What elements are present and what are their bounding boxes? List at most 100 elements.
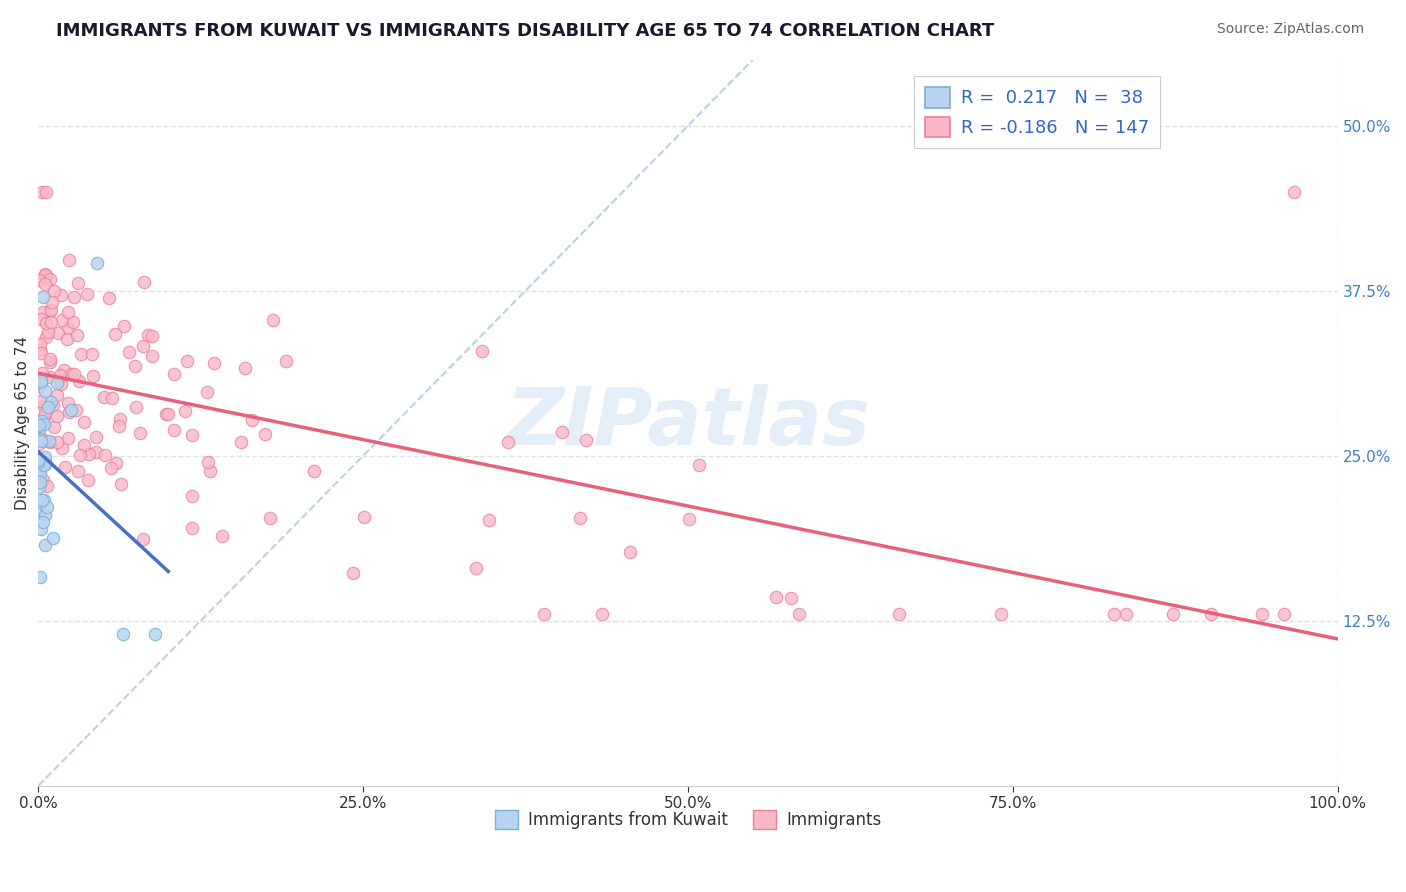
Point	[108, 418, 131, 433]
Point	[34, 406, 56, 420]
Point	[254, 427, 277, 442]
Point	[32, 515, 55, 529]
Point	[86, 256, 108, 270]
Point	[60, 368, 83, 382]
Point	[31, 185, 53, 199]
Point	[173, 404, 195, 418]
Point	[181, 521, 204, 535]
Point	[131, 533, 153, 547]
Point	[35, 185, 58, 199]
Point	[28, 417, 51, 432]
Point	[132, 275, 155, 289]
Point	[65, 403, 87, 417]
Point	[35, 316, 58, 330]
Point	[51, 377, 73, 392]
Point	[464, 561, 486, 575]
Point	[34, 384, 56, 398]
Point	[30, 495, 52, 509]
Point	[30, 467, 52, 481]
Point	[30, 343, 52, 357]
Point	[197, 454, 219, 468]
Point	[39, 354, 62, 368]
Point	[45, 435, 67, 450]
Point	[28, 437, 51, 451]
Point	[51, 369, 73, 384]
Point	[37, 400, 59, 414]
Point	[118, 344, 141, 359]
Point	[1161, 607, 1184, 622]
Point	[39, 352, 62, 367]
Point	[67, 374, 90, 388]
Point	[28, 423, 51, 437]
Point	[51, 442, 73, 456]
Point	[478, 513, 501, 527]
Point	[32, 410, 55, 425]
Point	[27, 452, 49, 467]
Point	[163, 423, 186, 437]
Point	[125, 400, 148, 414]
Point	[66, 276, 89, 290]
Point	[34, 508, 56, 522]
Point	[27, 453, 49, 467]
Point	[259, 510, 281, 524]
Point	[34, 330, 56, 344]
Point	[30, 376, 52, 390]
Point	[198, 464, 221, 478]
Point	[533, 607, 555, 622]
Point	[39, 434, 62, 449]
Text: ZIPatlas: ZIPatlas	[506, 384, 870, 462]
Point	[274, 354, 297, 368]
Point	[789, 607, 811, 622]
Point	[619, 545, 641, 559]
Point	[765, 591, 787, 605]
Point	[51, 313, 73, 327]
Point	[591, 607, 613, 622]
Point	[41, 395, 63, 409]
Point	[77, 473, 100, 487]
Point	[1199, 607, 1222, 622]
Point	[39, 302, 62, 317]
Point	[62, 315, 84, 329]
Point	[49, 288, 72, 302]
Point	[202, 356, 225, 370]
Point	[353, 510, 375, 524]
Point	[73, 438, 96, 452]
Point	[32, 400, 55, 414]
Point	[990, 607, 1012, 622]
Point	[27, 502, 49, 516]
Point	[31, 366, 53, 380]
Point	[575, 433, 598, 447]
Point	[31, 290, 53, 304]
Point	[35, 478, 58, 492]
Point	[86, 430, 108, 444]
Point	[887, 607, 910, 622]
Point	[35, 268, 58, 283]
Point	[163, 368, 186, 382]
Point	[240, 413, 263, 427]
Point	[34, 267, 56, 281]
Point	[32, 492, 55, 507]
Point	[30, 393, 52, 408]
Point	[143, 627, 166, 641]
Point	[46, 388, 69, 402]
Point	[34, 277, 56, 292]
Point	[1282, 185, 1305, 199]
Legend: Immigrants from Kuwait, Immigrants: Immigrants from Kuwait, Immigrants	[488, 803, 889, 836]
Point	[56, 332, 79, 346]
Text: Source: ZipAtlas.com: Source: ZipAtlas.com	[1216, 22, 1364, 37]
Point	[32, 458, 55, 473]
Point	[128, 426, 150, 441]
Text: IMMIGRANTS FROM KUWAIT VS IMMIGRANTS DISABILITY AGE 65 TO 74 CORRELATION CHART: IMMIGRANTS FROM KUWAIT VS IMMIGRANTS DIS…	[56, 22, 994, 40]
Point	[132, 339, 155, 353]
Point	[1272, 607, 1295, 622]
Point	[100, 461, 122, 475]
Point	[46, 326, 69, 341]
Point	[32, 305, 55, 319]
Point	[79, 447, 101, 461]
Point	[688, 458, 710, 472]
Point	[104, 327, 127, 342]
Point	[31, 493, 53, 508]
Point	[195, 385, 218, 400]
Point	[37, 326, 59, 340]
Point	[45, 409, 67, 423]
